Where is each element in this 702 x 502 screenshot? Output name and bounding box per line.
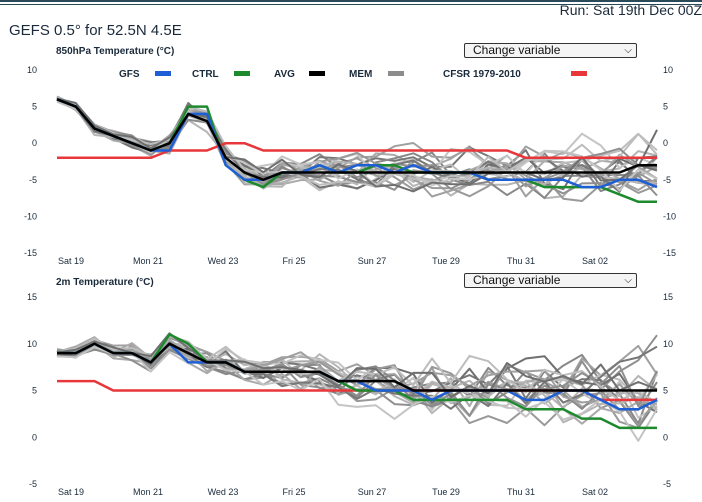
x-tick-label: Mon 21 (133, 256, 163, 266)
legend-label: CFSR 1979-2010 (443, 69, 521, 80)
y-tick-label-right: 5 (663, 386, 668, 396)
y-tick-label: -10 (24, 211, 37, 221)
x-tick-label: Wed 23 (208, 256, 239, 266)
y-tick-label-right: -10 (663, 211, 676, 221)
legend-swatch (234, 71, 250, 76)
legend-label: AVG (274, 69, 295, 80)
y-tick-label: 5 (32, 386, 37, 396)
legend-swatch (571, 71, 587, 76)
run-label: Run: Sat 19th Dec 00Z (559, 2, 702, 18)
y-tick-label-right: 5 (663, 102, 668, 112)
y-tick-label: 10 (27, 65, 37, 75)
x-tick-label: Fri 25 (282, 256, 305, 266)
legend-label: GFS (119, 69, 140, 80)
y-tick-label-right: -5 (663, 175, 671, 185)
change-variable-select-2m[interactable]: Change variable ⌵ (464, 273, 637, 288)
x-tick-label: Sun 27 (358, 487, 387, 497)
panel-title-850hpa: 850hPa Temperature (°C) (56, 46, 175, 57)
y-tick-label-right: -15 (663, 248, 676, 258)
x-tick-label: Fri 25 (282, 487, 305, 497)
avg-series-line (56, 98, 657, 182)
y-tick-label: -15 (24, 248, 37, 258)
change-variable-select-850hpa[interactable]: Change variable ⌵ (464, 43, 637, 58)
member-series-line (56, 346, 658, 442)
x-tick-label: Tue 29 (432, 256, 460, 266)
x-tick-label: Wed 23 (208, 487, 239, 497)
y-tick-label: 15 (27, 292, 37, 302)
y-tick-label: -5 (29, 175, 37, 185)
y-tick-label-right: 10 (663, 65, 673, 75)
x-tick-label: Sat 02 (582, 487, 608, 497)
page-title: GEFS 0.5° for 52.5N 4.5E (9, 22, 182, 39)
x-tick-label: Tue 29 (432, 487, 460, 497)
x-tick-label: Sun 27 (358, 256, 387, 266)
legend-label: CTRL (192, 69, 219, 80)
legend-swatch (388, 71, 404, 76)
top-rule (0, 0, 702, 2)
ctrl-series-line (57, 333, 657, 430)
member-series-line (56, 332, 658, 398)
gfs-series-line (56, 98, 658, 189)
x-tick-label: Sat 19 (58, 487, 84, 497)
y-tick-label-right: 0 (663, 432, 668, 442)
chevron-down-icon: ⌵ (624, 45, 632, 56)
x-tick-label: Thu 31 (507, 256, 535, 266)
y-tick-label-right: 0 (663, 138, 668, 148)
y-tick-label-right: 15 (663, 292, 673, 302)
panel-title-2m: 2m Temperature (°C) (56, 277, 154, 288)
cfsr-1979-2010-series-line (57, 141, 657, 160)
legend-label: MEM (349, 69, 372, 80)
y-tick-label: 0 (32, 138, 37, 148)
avg-series-line (57, 342, 657, 392)
x-tick-label: Sat 02 (582, 256, 608, 266)
x-tick-label: Mon 21 (133, 487, 163, 497)
x-tick-label: Thu 31 (507, 487, 535, 497)
legend-swatch (155, 71, 171, 76)
y-tick-label-right: -5 (663, 479, 671, 489)
y-tick-label: 5 (32, 102, 37, 112)
y-tick-label: 0 (32, 432, 37, 442)
select-label: Change variable (473, 273, 561, 287)
legend-swatch (309, 71, 325, 76)
y-tick-label-right: 10 (663, 339, 673, 349)
y-tick-label: 10 (27, 339, 37, 349)
select-label: Change variable (473, 43, 561, 57)
x-tick-label: Sat 19 (58, 256, 84, 266)
chevron-down-icon: ⌵ (624, 275, 632, 286)
y-tick-label: -5 (29, 479, 37, 489)
top-rule-thin (0, 4, 702, 5)
